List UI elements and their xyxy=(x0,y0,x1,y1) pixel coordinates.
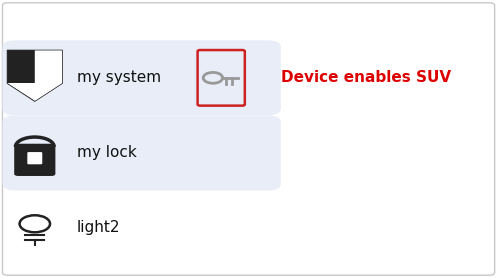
Point xyxy=(235,76,241,80)
Polygon shape xyxy=(7,83,35,101)
Point xyxy=(224,82,230,85)
Text: my system: my system xyxy=(77,70,161,85)
Text: light2: light2 xyxy=(77,220,121,235)
Point xyxy=(41,233,47,237)
Point xyxy=(32,238,38,241)
FancyBboxPatch shape xyxy=(2,3,495,275)
Point xyxy=(220,76,226,80)
Point xyxy=(230,76,236,80)
FancyBboxPatch shape xyxy=(27,152,42,164)
FancyBboxPatch shape xyxy=(14,144,55,176)
Point xyxy=(230,82,236,85)
Text: my lock: my lock xyxy=(77,145,137,160)
Point xyxy=(22,238,28,241)
Polygon shape xyxy=(35,50,62,101)
Point xyxy=(41,238,47,241)
Polygon shape xyxy=(7,50,62,101)
FancyBboxPatch shape xyxy=(2,115,281,190)
Point xyxy=(22,233,28,237)
Point xyxy=(32,243,38,246)
FancyBboxPatch shape xyxy=(198,50,245,106)
Text: Device enables SUV: Device enables SUV xyxy=(281,70,451,85)
Point xyxy=(224,76,230,80)
FancyBboxPatch shape xyxy=(2,40,281,115)
